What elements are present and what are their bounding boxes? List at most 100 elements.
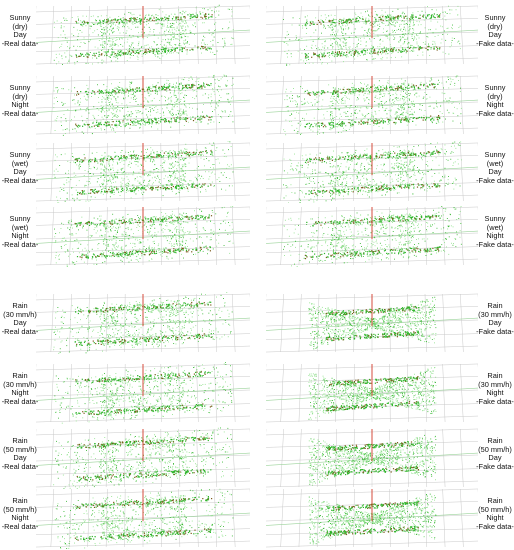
lidar-scan <box>266 206 478 267</box>
label-line: Day <box>13 318 27 328</box>
label-line: Sunny <box>484 83 506 92</box>
label-line: -Real data- <box>1 175 39 185</box>
row-label-right: Rain (30 mm/h) Day -Fake data- <box>476 301 514 336</box>
label-line: Night <box>11 231 29 241</box>
lidar-scan <box>266 141 478 203</box>
edge-bands <box>75 13 213 58</box>
label-line: Day <box>13 30 27 40</box>
edge-bands <box>75 371 213 416</box>
lidar-scan <box>266 75 478 136</box>
label-line: -Real data- <box>1 239 39 249</box>
row-label-left: Rain (50 mm/h) Night -Real data- <box>0 496 40 531</box>
label-line: (wet) <box>486 158 504 168</box>
point-cloud-panel-real <box>36 74 250 136</box>
edge-bands <box>75 83 213 128</box>
point-cloud-panel-fake <box>266 487 478 549</box>
lidar-scan <box>36 141 250 203</box>
point-cloud-panel-real <box>36 141 250 203</box>
label-line: -Real data- <box>1 521 39 531</box>
label-line: (30 mm/h) <box>3 309 37 319</box>
point-cloud <box>53 4 234 65</box>
point-cloud-panel-real <box>36 4 250 66</box>
label-line: Night <box>486 100 504 110</box>
point-cloud <box>54 362 233 424</box>
row-label-left: Sunny (wet) Night -Real data- <box>0 214 40 249</box>
label-line: Night <box>11 513 29 523</box>
edge-bands <box>304 13 441 59</box>
lidar-scan <box>266 488 478 548</box>
label-line: Rain <box>487 301 503 310</box>
edge-bands <box>304 150 441 195</box>
label-line: Rain <box>12 436 28 445</box>
row-label-left: Rain (50 mm/h) Day -Real data- <box>0 436 40 471</box>
point-cloud <box>53 74 234 136</box>
point-cloud <box>283 206 462 267</box>
point-cloud-panel-fake <box>266 141 478 203</box>
lidar-scan <box>266 428 478 488</box>
point-cloud-panel-real <box>36 427 250 489</box>
label-line: Rain <box>487 496 503 505</box>
label-line: Sunny <box>9 214 31 223</box>
label-line: -Fake data- <box>476 108 514 118</box>
label-line: -Real data- <box>1 326 39 336</box>
label-line: Day <box>13 167 27 177</box>
edge-bands <box>74 496 213 541</box>
label-line: -Real data- <box>1 396 39 406</box>
row-label-left: Rain (30 mm/h) Day -Real data- <box>0 301 40 336</box>
label-line: (wet) <box>11 222 29 232</box>
lidar-scan <box>36 4 250 65</box>
label-line: Sunny <box>484 150 506 159</box>
point-cloud <box>283 141 462 203</box>
label-line: (30 mm/h) <box>478 379 512 389</box>
edge-bands <box>304 214 441 260</box>
label-line: -Fake data- <box>476 175 514 185</box>
row-label-right: Rain (50 mm/h) Day -Fake data- <box>476 436 514 471</box>
point-cloud <box>54 206 234 267</box>
label-line: (dry) <box>487 91 503 101</box>
edge-bands <box>76 436 213 482</box>
label-line: -Real data- <box>1 461 39 471</box>
label-line: -Fake data- <box>476 326 514 336</box>
label-line: Day <box>13 453 27 463</box>
label-line: Night <box>486 388 504 398</box>
ground-grid <box>266 293 478 353</box>
label-line: -Fake data- <box>476 521 514 531</box>
lidar-scan <box>36 362 250 424</box>
label-line: Day <box>488 30 502 40</box>
label-line: -Real data- <box>1 38 39 48</box>
label-line: -Real data- <box>1 108 39 118</box>
row-label-left: Sunny (dry) Day -Real data- <box>0 13 40 48</box>
label-line: Rain <box>487 436 503 445</box>
point-cloud-panel-real <box>36 487 250 549</box>
label-line: Night <box>486 231 504 241</box>
row-label-right: Rain (50 mm/h) Night -Fake data- <box>476 496 514 531</box>
point-cloud-panel-fake <box>266 74 478 136</box>
label-line: Day <box>488 167 502 177</box>
point-cloud-panel-real <box>36 292 250 354</box>
label-line: Rain <box>12 371 28 380</box>
label-line: (dry) <box>12 91 28 101</box>
label-line: Sunny <box>484 214 506 223</box>
label-line: Rain <box>12 301 28 310</box>
point-cloud <box>283 75 462 136</box>
point-cloud-panel-fake <box>266 292 478 354</box>
point-cloud-panel-real <box>36 205 250 267</box>
label-line: (wet) <box>486 222 504 232</box>
lidar-scan <box>266 293 478 353</box>
row-label-right: Sunny (dry) Day -Fake data- <box>476 13 514 48</box>
label-line: -Fake data- <box>476 239 514 249</box>
point-cloud-panel-fake <box>266 4 478 66</box>
row-label-left: Rain (30 mm/h) Night -Real data- <box>0 371 40 406</box>
point-cloud-panel-fake <box>266 427 478 489</box>
lidar-scan <box>36 206 250 267</box>
point-cloud <box>53 292 233 354</box>
label-line: (dry) <box>12 21 28 31</box>
lidar-scan <box>36 74 250 136</box>
edge-bands <box>74 150 213 196</box>
label-line: Night <box>11 100 29 110</box>
label-line: -Fake data- <box>476 396 514 406</box>
label-line: Night <box>486 513 504 523</box>
lidar-scan <box>36 427 250 489</box>
label-line: (dry) <box>487 21 503 31</box>
